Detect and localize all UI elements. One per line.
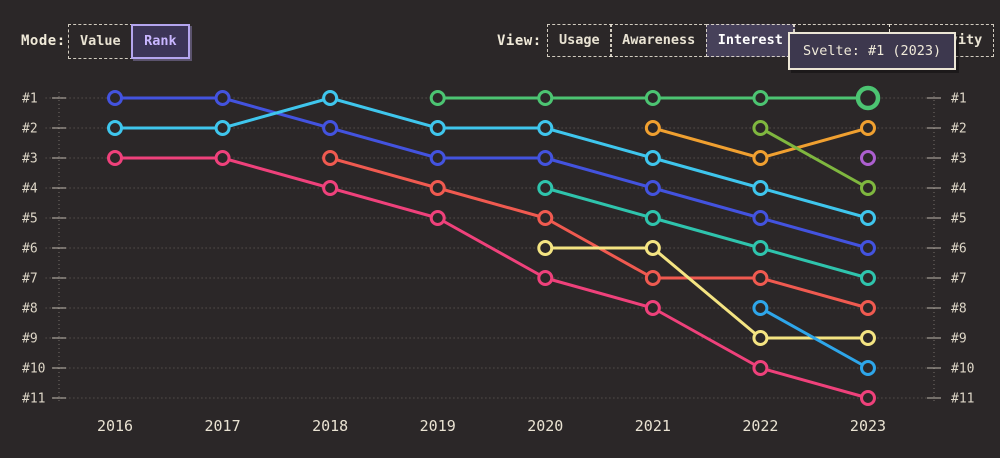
rank-axis-label-left: #2	[22, 122, 38, 137]
view-label: View:	[497, 33, 542, 49]
rank-axis-label-left: #6	[22, 242, 38, 257]
data-point-svelte-green-2022[interactable]	[752, 90, 769, 106]
data-point-teal-2020[interactable]	[537, 180, 554, 196]
data-point-svelte-green-2021[interactable]	[644, 90, 661, 106]
data-point-cyan-2018[interactable]	[322, 90, 339, 106]
data-point-pink-2018[interactable]	[322, 180, 339, 196]
year-axis-label: 2020	[527, 417, 563, 435]
data-point-yellow-2022[interactable]	[752, 330, 769, 346]
data-point-orange-2022[interactable]	[752, 150, 769, 166]
data-point-blue-2019[interactable]	[429, 150, 446, 166]
data-point-cyan-2021[interactable]	[644, 150, 661, 166]
series-line-cyan	[113, 96, 870, 220]
mode-label: Mode:	[21, 33, 66, 49]
mode-toggle-group: Value Rank	[68, 24, 190, 59]
data-point-sky-blue-2022[interactable]	[752, 300, 769, 316]
rank-axis-label-right: #10	[951, 362, 974, 377]
data-point-pink-2016[interactable]	[107, 150, 123, 166]
rank-axis-label-right: #2	[951, 122, 967, 137]
data-point-salmon-2019[interactable]	[429, 180, 446, 196]
rank-axis-label-left: #5	[22, 212, 38, 227]
data-point-purple-2023[interactable]	[859, 150, 876, 166]
rank-axis-label-right: #8	[951, 302, 967, 317]
data-point-orange-2023[interactable]	[859, 120, 876, 136]
data-point-blue-2021[interactable]	[644, 180, 661, 196]
data-point-blue-2018[interactable]	[322, 120, 339, 136]
rank-axis-label-right: #9	[951, 332, 967, 347]
rank-axis-label-right: #7	[951, 272, 967, 287]
data-point-blue-2022[interactable]	[752, 210, 769, 226]
data-point-pink-2023[interactable]	[859, 390, 876, 406]
data-point-svelte-green-2020[interactable]	[537, 90, 554, 106]
data-point-cyan-2016[interactable]	[107, 120, 123, 136]
data-point-cyan-2023[interactable]	[859, 210, 876, 226]
rank-axis-label-right: #11	[951, 392, 974, 407]
data-point-blue-2023[interactable]	[859, 240, 876, 256]
data-point-salmon-2021[interactable]	[644, 270, 661, 286]
series-line-teal	[543, 186, 870, 280]
rank-axis-label-left: #10	[22, 362, 45, 377]
series-line-lime	[758, 126, 870, 190]
data-point-pink-2022[interactable]	[752, 360, 769, 376]
series-line-blue	[113, 96, 870, 250]
year-axis-label: 2017	[205, 417, 241, 435]
year-axis-label: 2022	[742, 417, 778, 435]
rank-axis-label-right: #5	[951, 212, 967, 227]
data-point-cyan-2017[interactable]	[214, 120, 231, 136]
chart-tooltip: Svelte: #1 (2023)	[788, 32, 957, 70]
data-point-pink-2021[interactable]	[644, 300, 661, 316]
data-point-teal-2021[interactable]	[644, 210, 661, 226]
rank-axis-label-left: #8	[22, 302, 38, 317]
data-point-sky-blue-2023[interactable]	[859, 360, 876, 376]
year-axis-label: 2018	[312, 417, 348, 435]
data-point-blue-2017[interactable]	[214, 90, 231, 106]
data-point-yellow-2020[interactable]	[537, 240, 554, 256]
data-point-orange-2021[interactable]	[644, 120, 661, 136]
data-point-svelte-green-2023[interactable]	[855, 85, 881, 111]
rank-axis-label-right: #4	[951, 182, 967, 197]
rank-axis-label-right: #3	[951, 152, 967, 167]
rank-axis-label-right: #6	[951, 242, 967, 257]
data-point-blue-2016[interactable]	[107, 90, 123, 106]
view-option-usage[interactable]: Usage	[547, 24, 612, 57]
data-point-blue-2020[interactable]	[537, 150, 554, 166]
data-point-cyan-2020[interactable]	[537, 120, 554, 136]
data-point-pink-2017[interactable]	[214, 150, 231, 166]
data-point-salmon-2023[interactable]	[859, 300, 876, 316]
year-axis-label: 2016	[97, 417, 133, 435]
data-point-salmon-2020[interactable]	[537, 210, 554, 226]
data-point-yellow-2023[interactable]	[859, 330, 876, 346]
series-line-sky-blue	[758, 306, 870, 370]
rank-axis-label-left: #9	[22, 332, 38, 347]
data-point-salmon-2018[interactable]	[322, 150, 339, 166]
series-line-salmon	[328, 156, 870, 310]
data-point-teal-2022[interactable]	[752, 240, 769, 256]
data-point-salmon-2022[interactable]	[752, 270, 769, 286]
data-point-teal-2023[interactable]	[859, 270, 876, 286]
mode-option-rank[interactable]: Rank	[131, 24, 190, 59]
data-point-lime-2023[interactable]	[859, 180, 876, 196]
data-point-cyan-2019[interactable]	[429, 120, 446, 136]
rank-axis-label-right: #1	[951, 92, 967, 107]
year-axis-label: 2023	[850, 417, 886, 435]
rank-axis-label-left: #1	[22, 92, 38, 107]
year-axis-label: 2021	[635, 417, 671, 435]
data-point-lime-2022[interactable]	[752, 120, 769, 136]
rank-axis-label-left: #7	[22, 272, 38, 287]
data-point-pink-2020[interactable]	[537, 270, 554, 286]
data-point-pink-2019[interactable]	[429, 210, 446, 226]
data-point-yellow-2021[interactable]	[644, 240, 661, 256]
rank-axis-label-left: #4	[22, 182, 38, 197]
rank-axis-label-left: #11	[22, 392, 45, 407]
rank-axis-label-left: #3	[22, 152, 38, 167]
year-axis-label: 2019	[420, 417, 456, 435]
data-point-svelte-green-2019[interactable]	[429, 90, 446, 106]
data-point-cyan-2022[interactable]	[752, 180, 769, 196]
series-line-pink	[113, 156, 870, 400]
